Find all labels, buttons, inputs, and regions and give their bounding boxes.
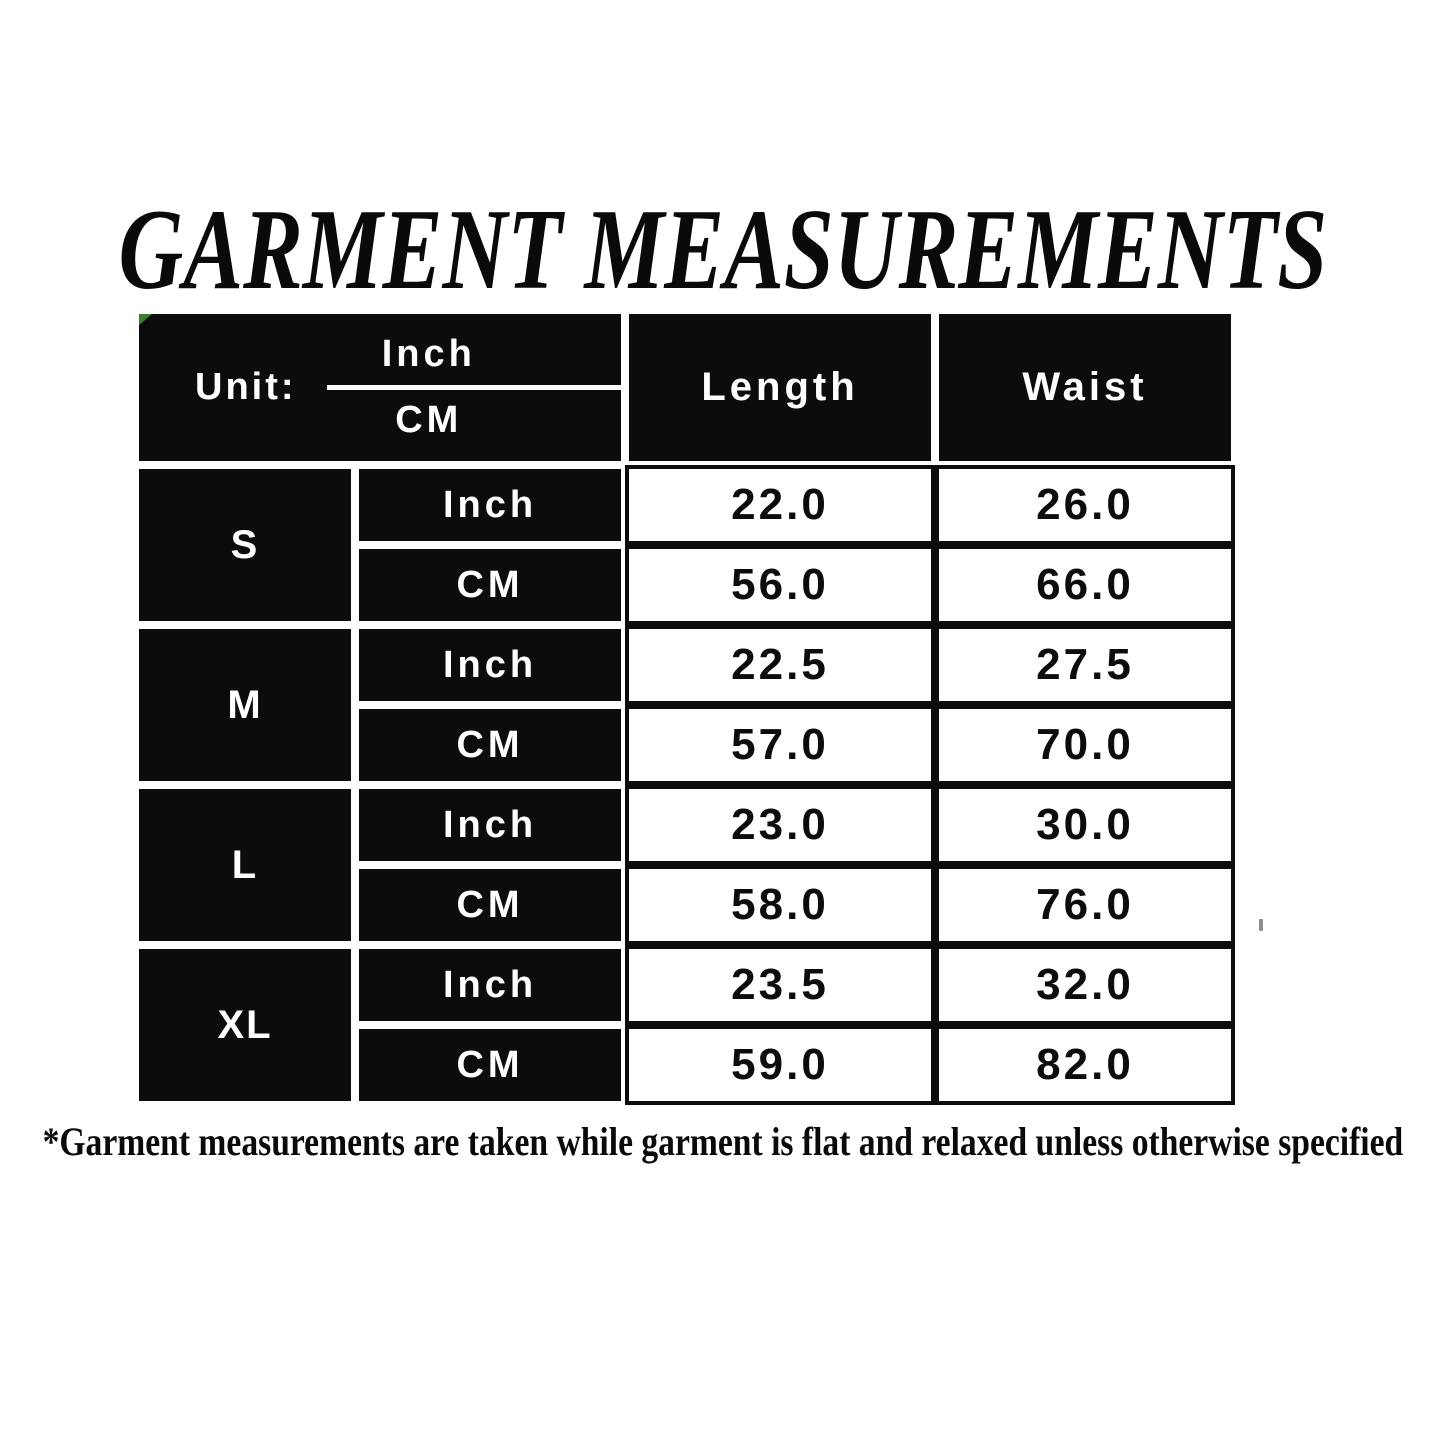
value-cell-length: 58.0 — [625, 865, 935, 945]
unit-cell: Inch — [355, 465, 625, 545]
size-cell-l: L — [135, 785, 355, 945]
value-cell-length: 23.5 — [625, 945, 935, 1025]
value-cell-waist: 70.0 — [935, 705, 1235, 785]
unit-label: Unit: — [195, 366, 297, 408]
value-cell-waist: 66.0 — [935, 545, 1235, 625]
header-cell-length: Length — [625, 310, 935, 465]
unit-cell: Inch — [355, 785, 625, 865]
unit-cell: Inch — [355, 945, 625, 1025]
value-cell-length: 56.0 — [625, 545, 935, 625]
header-cell-unit: Unit: Inch CM — [135, 310, 625, 465]
unit-cell: Inch — [355, 625, 625, 705]
value-cell-length: 57.0 — [625, 705, 935, 785]
unit-fraction-inch: Inch — [326, 333, 621, 390]
size-cell-xl: XL — [135, 945, 355, 1105]
value-cell-waist: 32.0 — [935, 945, 1235, 1025]
unit-fraction: Inch CM — [326, 333, 621, 442]
unit-cell: CM — [355, 865, 625, 945]
page-title: GARMENT MEASUREMENTS — [118, 186, 1327, 313]
footnote: *Garment measurements are taken while ga… — [42, 1119, 1403, 1164]
value-cell-waist: 82.0 — [935, 1025, 1235, 1105]
value-cell-waist: 30.0 — [935, 785, 1235, 865]
size-cell-m: M — [135, 625, 355, 785]
size-cell-s: S — [135, 465, 355, 625]
value-cell-length: 23.0 — [625, 785, 935, 865]
value-cell-length: 22.5 — [625, 625, 935, 705]
size-chart-table: Unit: Inch CM Length Waist S Inch 22.0 2… — [135, 310, 1235, 1105]
value-cell-waist: 27.5 — [935, 625, 1235, 705]
unit-cell: CM — [355, 545, 625, 625]
value-cell-length: 22.0 — [625, 465, 935, 545]
value-cell-waist: 76.0 — [935, 865, 1235, 945]
header-cell-waist: Waist — [935, 310, 1235, 465]
unit-fraction-cm: CM — [395, 399, 463, 441]
unit-cell: CM — [355, 705, 625, 785]
footnote-container: *Garment measurements are taken while ga… — [0, 1118, 1445, 1166]
green-corner-marker-icon — [139, 314, 152, 325]
unit-cell: CM — [355, 1025, 625, 1105]
value-cell-waist: 26.0 — [935, 465, 1235, 545]
title-container: GARMENT MEASUREMENTS — [0, 192, 1445, 307]
scan-artifact-tick — [1259, 919, 1263, 931]
value-cell-length: 59.0 — [625, 1025, 935, 1105]
